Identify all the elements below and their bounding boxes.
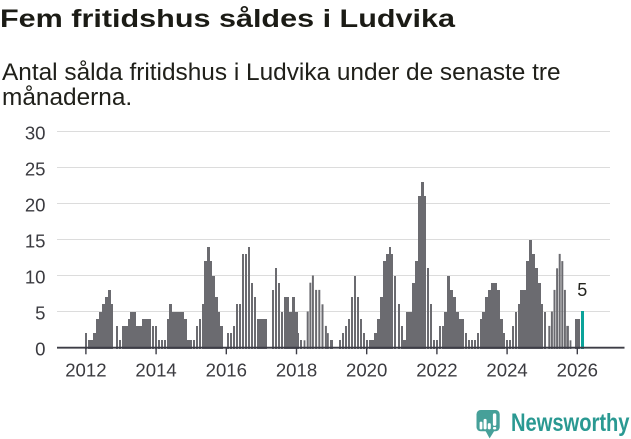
svg-text:2024: 2024	[486, 360, 527, 381]
svg-text:20: 20	[25, 194, 46, 215]
svg-text:2016: 2016	[206, 360, 247, 381]
svg-text:2020: 2020	[346, 360, 387, 381]
svg-text:2018: 2018	[276, 360, 317, 381]
svg-text:2012: 2012	[65, 360, 106, 381]
svg-text:5: 5	[35, 302, 45, 323]
svg-text:2014: 2014	[135, 360, 176, 381]
svg-text:2022: 2022	[416, 360, 457, 381]
svg-text:15: 15	[25, 230, 46, 251]
svg-text:10: 10	[25, 266, 46, 287]
svg-text:Newsworthy: Newsworthy	[511, 409, 630, 437]
svg-text:30: 30	[25, 122, 46, 143]
svg-text:25: 25	[25, 158, 46, 179]
svg-text:5: 5	[577, 280, 587, 300]
svg-text:0: 0	[35, 338, 45, 359]
svg-text:2026: 2026	[557, 360, 598, 381]
